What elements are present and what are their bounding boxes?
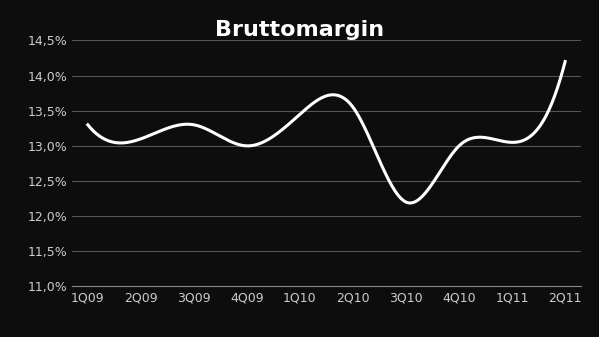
Text: Bruttomargin: Bruttomargin	[215, 20, 384, 40]
